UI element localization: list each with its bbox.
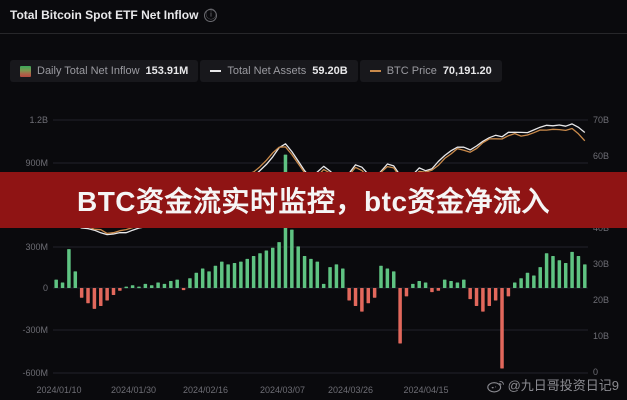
svg-text:70B: 70B — [593, 115, 609, 125]
svg-text:-600M: -600M — [22, 368, 48, 378]
svg-text:60B: 60B — [593, 151, 609, 161]
svg-text:-300M: -300M — [22, 325, 48, 335]
svg-text:0: 0 — [43, 283, 48, 293]
svg-text:10B: 10B — [593, 331, 609, 341]
svg-text:2024/04/15: 2024/04/15 — [403, 385, 448, 395]
svg-text:2024/03/07: 2024/03/07 — [260, 385, 305, 395]
svg-text:900M: 900M — [25, 158, 48, 168]
svg-text:1.2B: 1.2B — [29, 115, 48, 125]
svg-text:2024/02/16: 2024/02/16 — [183, 385, 228, 395]
svg-text:20B: 20B — [593, 295, 609, 305]
svg-text:2024/01/10: 2024/01/10 — [36, 385, 81, 395]
svg-text:2024/01/30: 2024/01/30 — [111, 385, 156, 395]
svg-text:2024/03/26: 2024/03/26 — [328, 385, 373, 395]
svg-text:300M: 300M — [25, 242, 48, 252]
svg-text:30B: 30B — [593, 259, 609, 269]
